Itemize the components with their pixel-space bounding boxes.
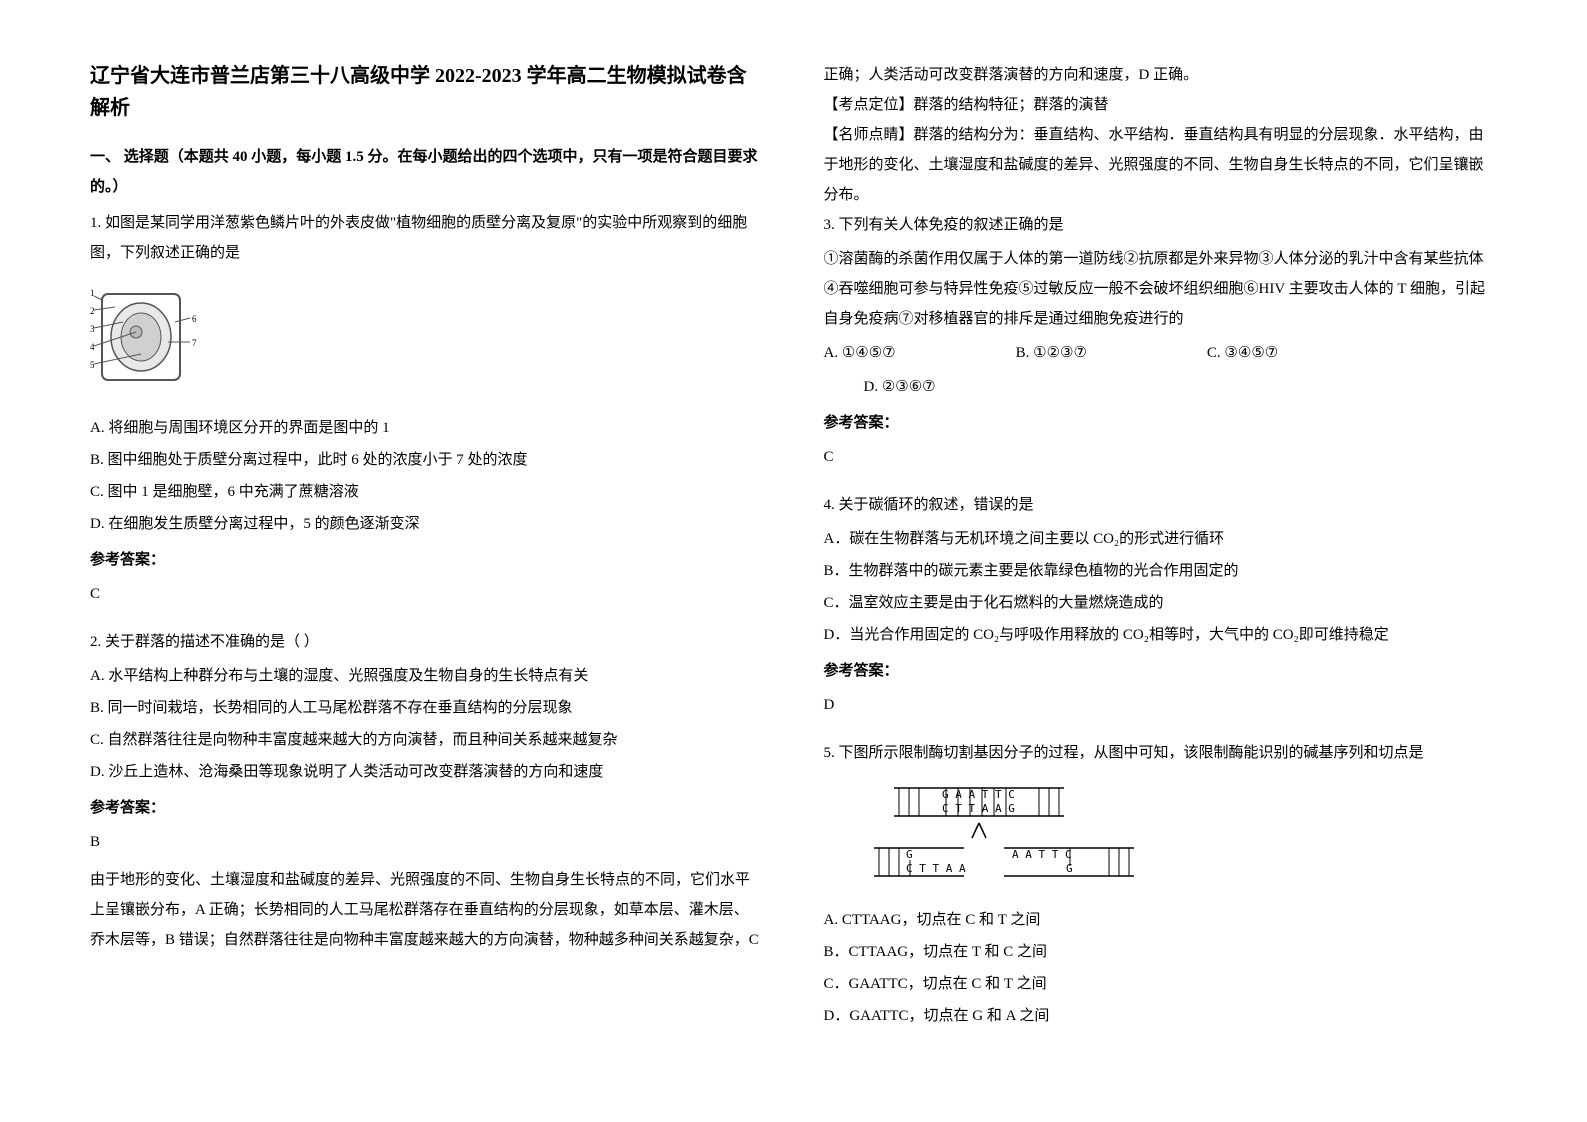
svg-text:5: 5 — [90, 360, 95, 370]
q3-option-d: D. ②③⑥⑦ — [824, 372, 1498, 402]
q2-option-d: D. 沙丘上造林、沧海桑田等现象说明了人类活动可改变群落演替的方向和速度 — [90, 757, 764, 787]
svg-text:2: 2 — [90, 306, 95, 316]
svg-text:A A T T C: A A T T C — [1012, 848, 1072, 861]
q3-option-a: A. ①④⑤⑦ — [824, 338, 896, 368]
q5-option-d: D．GAATTC，切点在 G 和 A 之间 — [824, 1001, 1498, 1031]
q3-text: 3. 下列有关人体免疫的叙述正确的是 — [824, 210, 1498, 240]
question-1: 1. 如图是某同学用洋葱紫色鳞片叶的外表皮做"植物细胞的质壁分离及复原"的实验中… — [90, 208, 764, 617]
q4-text: 4. 关于碳循环的叙述，错误的是 — [824, 490, 1498, 520]
q1-option-a: A. 将细胞与周围环境区分开的界面是图中的 1 — [90, 413, 764, 443]
question-4: 4. 关于碳循环的叙述，错误的是 A．碳在生物群落与无机环境之间主要以 CO₂的… — [824, 490, 1498, 728]
q3-options-row-1: A. ①④⑤⑦ B. ①②③⑦ C. ③④⑤⑦ — [824, 338, 1498, 368]
q5-option-c: C．GAATTC，切点在 C 和 T 之间 — [824, 969, 1498, 999]
document-title: 辽宁省大连市普兰店第三十八高级中学 2022-2023 学年高二生物模拟试卷含解… — [90, 60, 764, 124]
q3-detail: ①溶菌酶的杀菌作用仅属于人体的第一道防线②抗原都是外来异物③人体分泌的乳汁中含有… — [824, 244, 1498, 334]
svg-text:4: 4 — [90, 342, 95, 352]
q4-option-d: D．当光合作用固定的 CO₂与呼吸作用释放的 CO₂相等时，大气中的 CO₂即可… — [824, 620, 1498, 650]
q2-option-a: A. 水平结构上种群分布与土壤的湿度、光照强度及生物自身的生长特点有关 — [90, 661, 764, 691]
q1-option-c: C. 图中 1 是细胞壁，6 中充满了蔗糖溶液 — [90, 477, 764, 507]
q1-answer-label: 参考答案： — [90, 545, 764, 575]
right-column: 正确；人类活动可改变群落演替的方向和速度，D 正确。 【考点定位】群落的结构特征… — [824, 60, 1498, 1062]
svg-text:G A A T T C: G A A T T C — [942, 788, 1015, 801]
question-3: 3. 下列有关人体免疫的叙述正确的是 ①溶菌酶的杀菌作用仅属于人体的第一道防线②… — [824, 210, 1498, 480]
q1-text: 1. 如图是某同学用洋葱紫色鳞片叶的外表皮做"植物细胞的质壁分离及复原"的实验中… — [90, 208, 764, 268]
q3-answer: C — [824, 442, 1498, 472]
cell-diagram: 1 2 3 4 5 6 7 — [90, 282, 220, 392]
col2-continuation-3: 【名师点睛】群落的结构分为：垂直结构、水平结构．垂直结构具有明显的分层现象．水平… — [824, 120, 1498, 210]
q5-text: 5. 下图所示限制酶切割基因分子的过程，从图中可知，该限制酶能识别的碱基序列和切… — [824, 738, 1498, 768]
q4-option-c: C．温室效应主要是由于化石燃料的大量燃烧造成的 — [824, 588, 1498, 618]
svg-text:7: 7 — [192, 338, 197, 348]
q3-option-b: B. ①②③⑦ — [1016, 338, 1087, 368]
section-header: 一、 选择题（本题共 40 小题，每小题 1.5 分。在每小题给出的四个选项中，… — [90, 142, 764, 202]
q2-answer-label: 参考答案： — [90, 793, 764, 823]
svg-text:6: 6 — [192, 314, 197, 324]
q5-option-a: A. CTTAAG，切点在 C 和 T 之间 — [824, 905, 1498, 935]
q1-answer: C — [90, 579, 764, 609]
q3-option-c: C. ③④⑤⑦ — [1207, 338, 1278, 368]
question-5: 5. 下图所示限制酶切割基因分子的过程，从图中可知，该限制酶能识别的碱基序列和切… — [824, 738, 1498, 1033]
q4-option-b: B．生物群落中的碳元素主要是依靠绿色植物的光合作用固定的 — [824, 556, 1498, 586]
q5-option-b: B．CTTAAG，切点在 T 和 C 之间 — [824, 937, 1498, 967]
svg-text:1: 1 — [90, 288, 95, 298]
q4-answer-label: 参考答案： — [824, 656, 1498, 686]
left-column: 辽宁省大连市普兰店第三十八高级中学 2022-2023 学年高二生物模拟试卷含解… — [90, 60, 764, 1062]
col2-continuation-1: 正确；人类活动可改变群落演替的方向和速度，D 正确。 — [824, 60, 1498, 90]
q2-option-c: C. 自然群落往往是向物种丰富度越来越大的方向演替，而且种间关系越来越复杂 — [90, 725, 764, 755]
enzyme-diagram: G A A T T C C T T A A G G C T T A A A A … — [864, 778, 1144, 888]
col2-continuation-2: 【考点定位】群落的结构特征；群落的演替 — [824, 90, 1498, 120]
svg-text:C T T A A G: C T T A A G — [942, 802, 1015, 815]
q4-answer: D — [824, 690, 1498, 720]
q2-option-b: B. 同一时间栽培，长势相同的人工马尾松群落不存在垂直结构的分层现象 — [90, 693, 764, 723]
svg-text:G: G — [1066, 862, 1073, 875]
q2-explanation: 由于地形的变化、土壤湿度和盐碱度的差异、光照强度的不同、生物自身生长特点的不同，… — [90, 865, 764, 955]
q4-option-a: A．碳在生物群落与无机环境之间主要以 CO₂的形式进行循环 — [824, 524, 1498, 554]
svg-text:C T T A A: C T T A A — [906, 862, 966, 875]
q1-option-d: D. 在细胞发生质壁分离过程中，5 的颜色逐渐变深 — [90, 509, 764, 539]
q2-answer: B — [90, 827, 764, 857]
q3-answer-label: 参考答案： — [824, 408, 1498, 438]
svg-text:3: 3 — [90, 324, 95, 334]
svg-text:G: G — [906, 848, 913, 861]
q2-text: 2. 关于群落的描述不准确的是（ ） — [90, 627, 764, 657]
q1-option-b: B. 图中细胞处于质壁分离过程中，此时 6 处的浓度小于 7 处的浓度 — [90, 445, 764, 475]
question-2: 2. 关于群落的描述不准确的是（ ） A. 水平结构上种群分布与土壤的湿度、光照… — [90, 627, 764, 955]
